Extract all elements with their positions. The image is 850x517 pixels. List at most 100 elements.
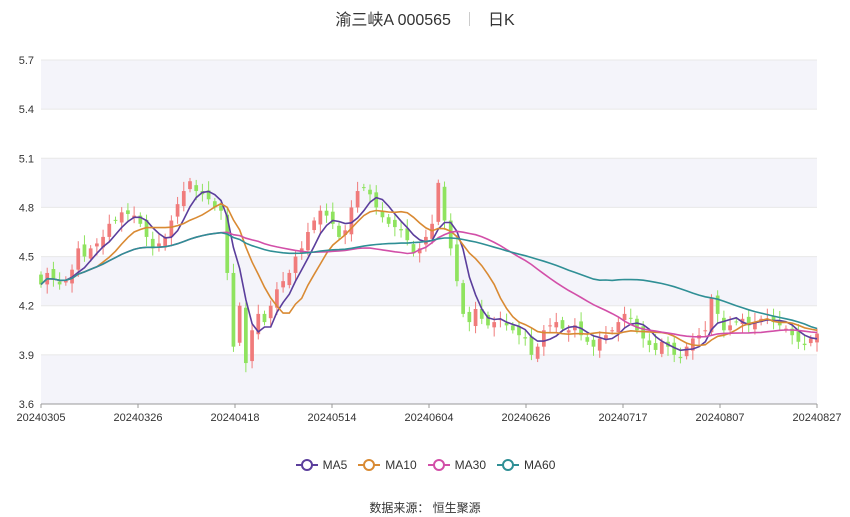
- candles: [39, 177, 819, 373]
- candle: [39, 271, 43, 288]
- candle-body: [554, 322, 559, 328]
- candle: [647, 333, 652, 353]
- candle-body: [641, 326, 646, 339]
- candle: [212, 197, 217, 211]
- candle-body: [368, 189, 372, 195]
- legend-item-ma30[interactable]: MA30: [427, 458, 486, 472]
- candle: [256, 304, 261, 340]
- x-tick-label: 20240326: [114, 412, 163, 424]
- candle-body: [306, 232, 310, 251]
- candle-body: [455, 244, 459, 282]
- candle: [138, 212, 143, 228]
- candle: [337, 222, 341, 241]
- candle-body: [392, 219, 397, 228]
- candle-body: [790, 328, 795, 336]
- candle-body: [784, 328, 788, 330]
- candle-body: [535, 346, 540, 359]
- x-tick-label: 20240305: [17, 412, 66, 424]
- candle-body: [312, 220, 317, 231]
- candle-body: [268, 305, 273, 319]
- candle: [753, 312, 757, 335]
- candle-body: [324, 210, 329, 216]
- candle-body: [461, 283, 466, 314]
- candle: [802, 334, 807, 351]
- candle-body: [188, 181, 192, 190]
- candle: [181, 181, 186, 212]
- candle-body: [703, 330, 708, 332]
- candle-body: [275, 289, 279, 308]
- candle-body: [244, 307, 248, 364]
- candle-body: [672, 342, 677, 355]
- candle: [324, 203, 329, 223]
- candle: [368, 184, 372, 204]
- plot-band: [41, 60, 817, 110]
- candle-body: [163, 236, 168, 248]
- candle: [771, 308, 776, 330]
- candle-body: [225, 214, 230, 273]
- candle-body: [175, 204, 180, 217]
- candle-body: [529, 336, 534, 355]
- x-tick-label: 20240827: [793, 412, 842, 424]
- series-line-ma60: [40, 231, 818, 330]
- candle: [163, 233, 168, 251]
- candle: [560, 316, 565, 332]
- candle: [535, 343, 540, 363]
- legend-item-ma60[interactable]: MA60: [496, 458, 555, 472]
- candle-body: [448, 220, 453, 249]
- candle-body: [95, 243, 99, 247]
- candle: [330, 202, 335, 230]
- plot-band: [41, 256, 817, 306]
- candle-body: [281, 281, 285, 288]
- candle: [597, 331, 602, 358]
- candle: [82, 235, 87, 262]
- candle-body: [250, 330, 254, 362]
- candle: [684, 343, 689, 360]
- candle-body: [206, 190, 211, 200]
- candle-body: [150, 238, 155, 249]
- candle-body: [181, 191, 186, 207]
- candle: [312, 217, 317, 234]
- candle-body: [659, 341, 664, 354]
- candle-body: [591, 339, 596, 347]
- candle: [113, 216, 118, 224]
- x-tick-label: 20240626: [502, 412, 551, 424]
- candle-body: [355, 191, 360, 208]
- candle: [622, 306, 627, 328]
- candle-body: [753, 322, 757, 330]
- period-label[interactable]: 日K: [487, 12, 515, 29]
- candle: [734, 318, 739, 326]
- candle: [132, 206, 136, 224]
- candle-body: [194, 185, 199, 192]
- candle: [442, 181, 447, 230]
- candle: [250, 323, 254, 369]
- candle: [417, 243, 422, 263]
- candle-body: [411, 244, 416, 254]
- legend-item-ma5[interactable]: MA5: [295, 458, 347, 472]
- candle-body: [486, 314, 490, 326]
- candle-body: [796, 331, 801, 342]
- x-tick-label: 20240604: [405, 412, 454, 424]
- candle-body: [746, 316, 751, 326]
- candle: [287, 269, 292, 289]
- candle-body: [262, 313, 267, 323]
- candle: [262, 310, 267, 326]
- candle: [796, 324, 801, 349]
- candle-body: [330, 211, 335, 224]
- candle-body: [349, 207, 354, 235]
- candle-body: [709, 297, 714, 333]
- legend-item-ma10[interactable]: MA10: [357, 458, 417, 472]
- candle: [399, 221, 403, 238]
- candle-body: [101, 236, 105, 248]
- candle: [473, 301, 478, 334]
- legend-marker-icon: [427, 459, 450, 471]
- candle: [380, 202, 385, 223]
- candle-body: [517, 326, 521, 336]
- candle-body: [231, 272, 236, 347]
- candle-body: [548, 325, 552, 327]
- candle-body: [219, 205, 223, 211]
- candle-body: [467, 311, 472, 323]
- candle: [169, 215, 174, 247]
- candle-body: [337, 225, 341, 237]
- candle-body: [212, 201, 217, 208]
